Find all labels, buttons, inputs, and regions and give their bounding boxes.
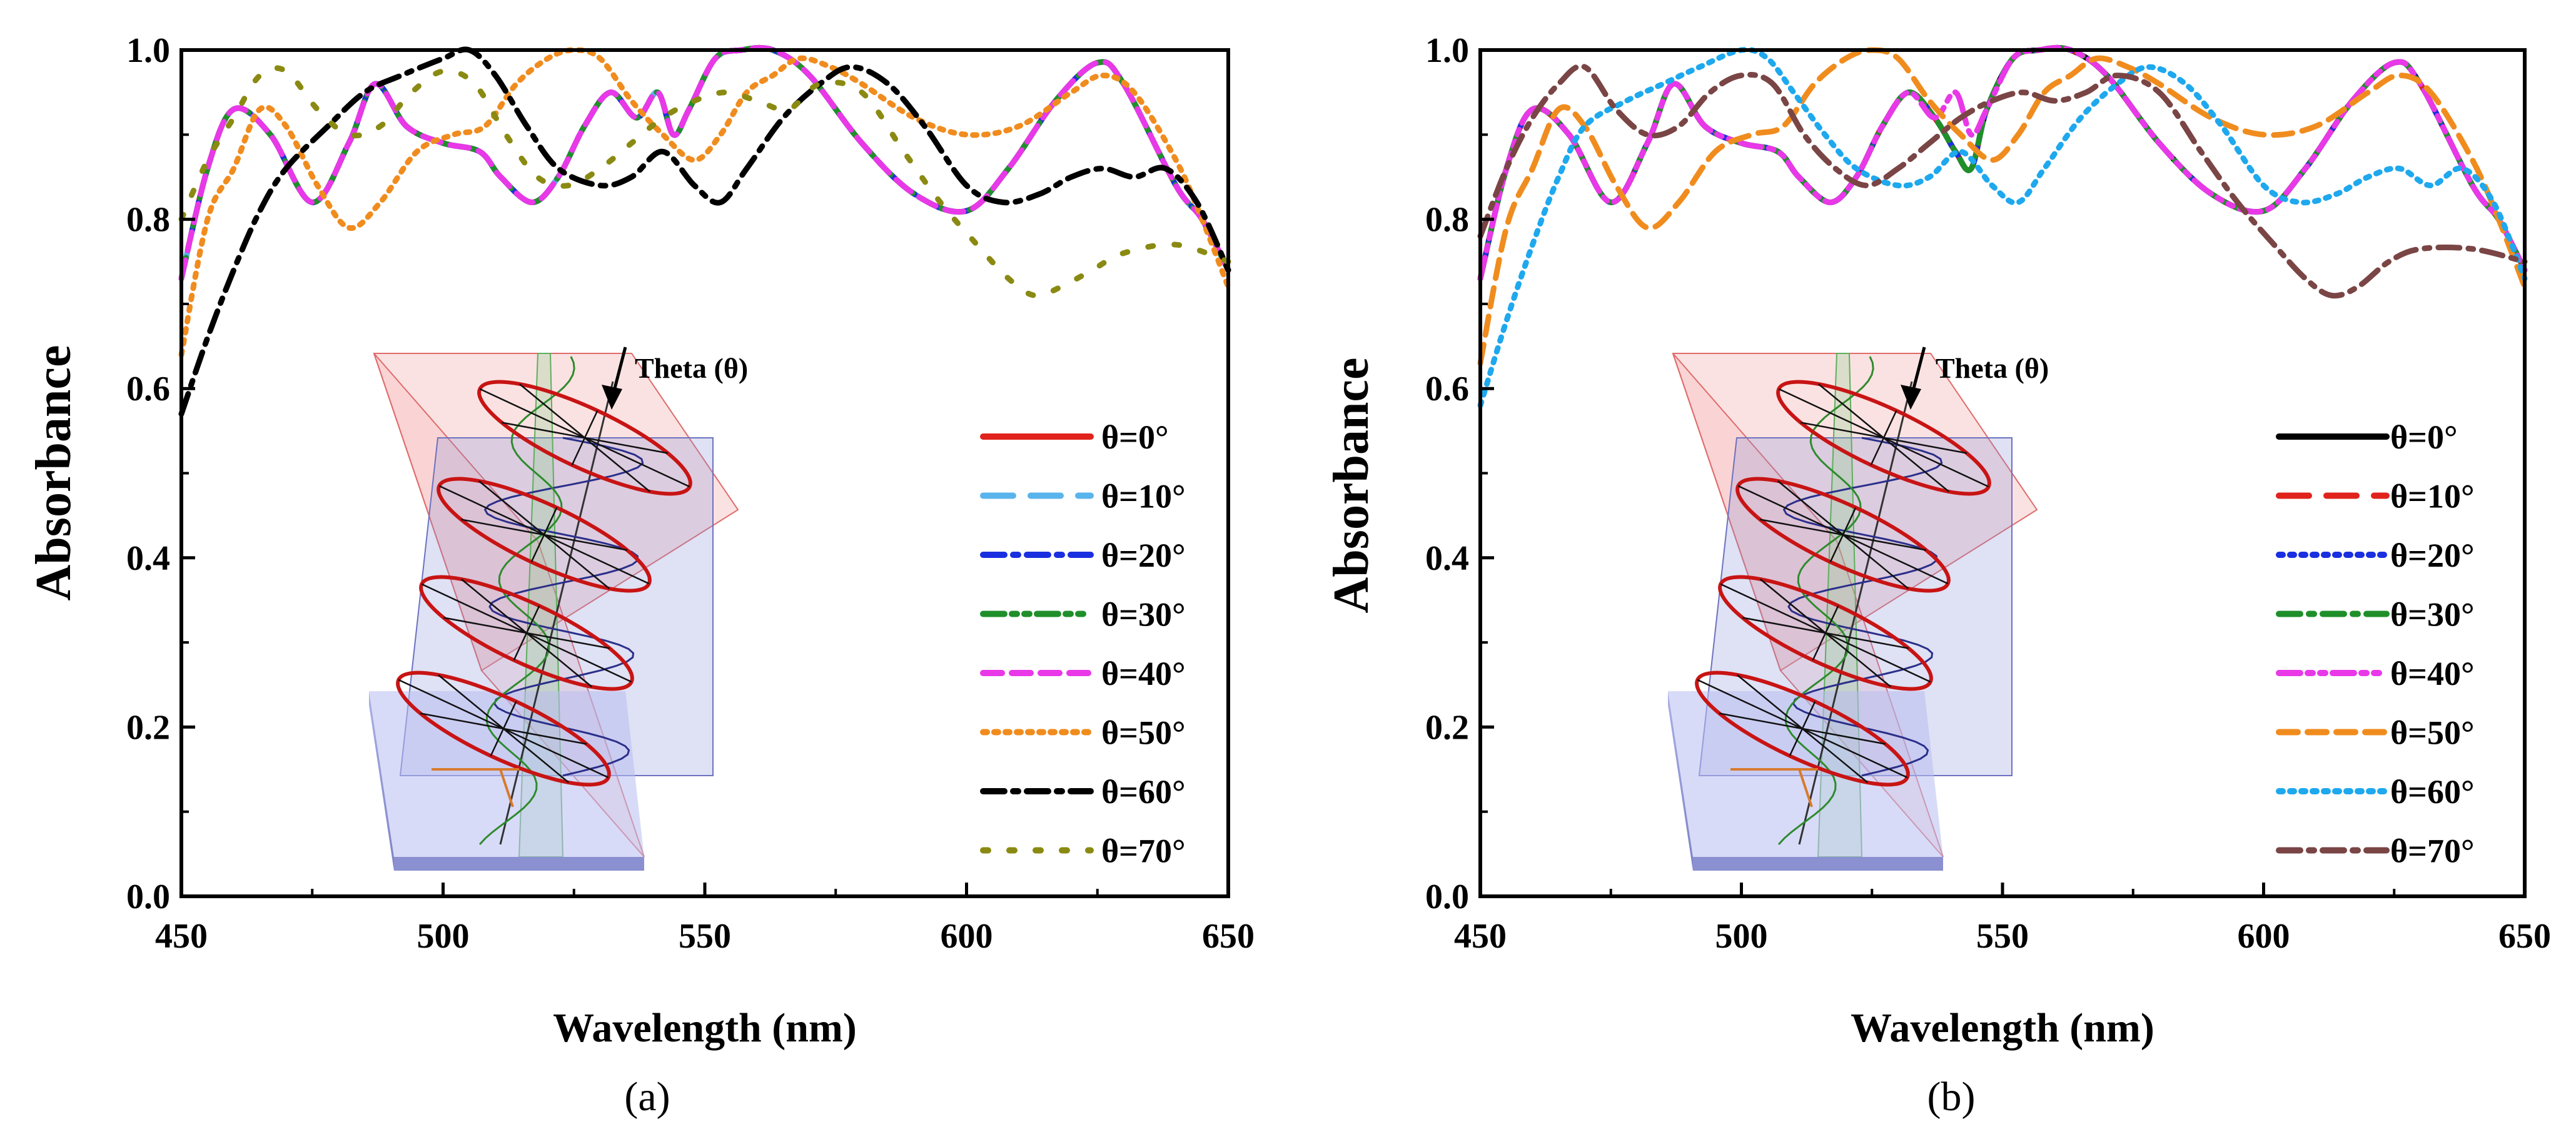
axis-ticks-b: 450 500 550 600 650 0.0 0.2 0.4 0.6 0.8 1.0 — [1425, 31, 2551, 956]
x-tick-label: 600 — [2238, 917, 2290, 956]
x-tick-label: 600 — [941, 917, 993, 956]
y-axis-label-a: Absorbance — [26, 345, 81, 601]
legend-b: θ=0° θ=10° θ=20° θ=30° θ=40° θ=50° θ=60° θ=70° — [2276, 418, 2475, 870]
chart-panel-b: 450 500 550 600 650 0.0 0.2 0.4 0.6 0.8 1.0 Absorb… — [1324, 31, 2551, 1120]
legend-label: θ=10° — [2390, 478, 2475, 515]
legend-label: θ=70° — [2390, 833, 2475, 870]
legend-label: θ=70° — [1101, 833, 1186, 870]
series-line-6 — [178, 46, 1231, 417]
legend-label: θ=20° — [2390, 537, 2475, 574]
legend-label: θ=10° — [1101, 478, 1186, 515]
legend-label: θ=60° — [2390, 773, 2475, 811]
y-tick-label: 0.2 — [126, 708, 170, 747]
plot-area-a — [178, 44, 1231, 417]
polarization-inset-a — [369, 347, 739, 871]
legend-label: θ=0° — [2390, 418, 2458, 456]
y-tick-label: 0.8 — [1425, 201, 1469, 240]
chart-panel-a: 450 500 550 600 650 0.0 0.2 0.4 0.6 0.8 1.0 Absorb… — [26, 31, 1255, 1120]
inset-label-a: Theta (θ) — [635, 352, 748, 384]
panel-label-b: (b) — [1927, 1074, 1976, 1120]
y-tick-label: 0.8 — [126, 201, 170, 240]
series-line-5 — [178, 47, 1231, 358]
legend-label: θ=50° — [1101, 714, 1186, 752]
x-tick-label: 500 — [417, 917, 470, 956]
legend-label: θ=40° — [1101, 655, 1186, 692]
y-tick-label: 0.4 — [1425, 539, 1469, 578]
panel-label-a: (a) — [624, 1074, 670, 1120]
polarization-inset-b — [1668, 347, 2038, 871]
legend-label: θ=0° — [1101, 418, 1169, 456]
series-line-7 — [178, 65, 1231, 299]
y-tick-label: 0.0 — [126, 878, 170, 916]
x-tick-label: 550 — [679, 917, 731, 956]
y-tick-label: 1.0 — [126, 31, 170, 70]
legend-label: θ=60° — [1101, 773, 1186, 811]
y-axis-label-b: Absorbance — [1324, 358, 1379, 614]
inset-label-b: Theta (θ) — [1936, 352, 2049, 384]
series-line-5 — [1477, 47, 2528, 367]
legend-a: θ=0° θ=10° θ=20° θ=30° θ=40° θ=50° θ=60° θ=70° — [980, 418, 1186, 870]
series-line-4 — [1477, 44, 2528, 281]
x-tick-label: 450 — [155, 917, 208, 956]
legend-label: θ=40° — [2390, 655, 2475, 692]
y-tick-label: 0.0 — [1425, 878, 1469, 916]
series-line-6 — [1477, 46, 2528, 408]
y-tick-label: 0.4 — [126, 539, 170, 578]
x-tick-label: 650 — [1202, 917, 1255, 956]
series-line-7 — [1477, 63, 2528, 299]
x-tick-label: 650 — [2498, 917, 2551, 956]
y-tick-label: 0.6 — [1425, 370, 1469, 408]
x-axis-label-b: Wavelength (nm) — [1851, 1005, 2154, 1051]
y-tick-label: 1.0 — [1425, 31, 1469, 70]
legend-label: θ=30° — [1101, 596, 1186, 634]
legend-label: θ=20° — [1101, 537, 1186, 574]
plot-area-b — [1477, 44, 2528, 408]
x-tick-label: 500 — [1715, 917, 1768, 956]
y-tick-label: 0.2 — [1425, 708, 1469, 747]
x-axis-label-a: Wavelength (nm) — [553, 1005, 857, 1051]
x-tick-label: 450 — [1454, 917, 1507, 956]
axis-ticks-a: 450 500 550 600 650 0.0 0.2 0.4 0.6 0.8 1.0 — [126, 31, 1255, 956]
legend-label: θ=30° — [2390, 596, 2475, 634]
legend-label: θ=50° — [2390, 714, 2475, 752]
y-tick-label: 0.6 — [126, 370, 170, 408]
x-tick-label: 550 — [1976, 917, 2029, 956]
